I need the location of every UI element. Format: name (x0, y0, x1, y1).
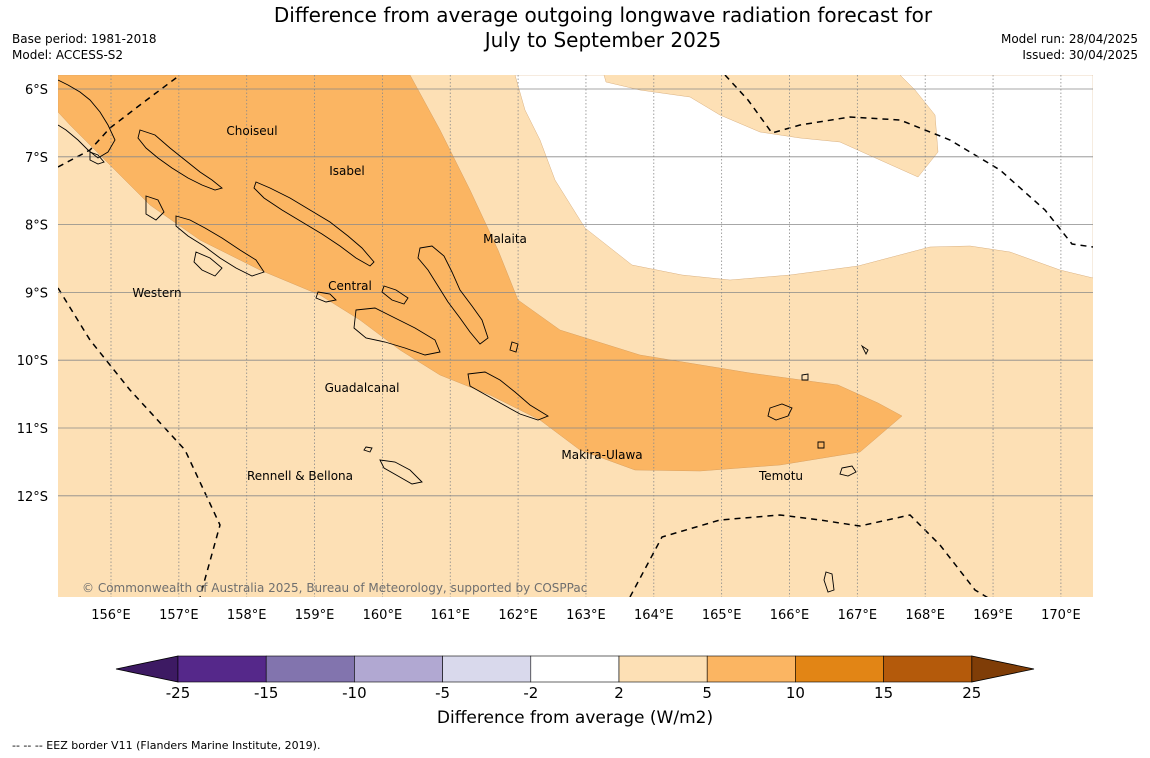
colorbar-swatch (354, 655, 443, 683)
island-utupua (817, 441, 825, 449)
island-makira (467, 371, 550, 421)
colorbar-tick-label: -15 (254, 684, 279, 702)
lat-tick-label: 8°S (25, 219, 48, 234)
lon-tick-label: 156°E (91, 608, 131, 623)
island-choiseul (137, 129, 223, 191)
eez-border-w (58, 287, 221, 597)
lon-tick-label: 165°E (702, 608, 742, 623)
base-period: Base period: 1981-2018 (12, 32, 157, 46)
province-label-rennell-bellona: Rennell & Bellona (247, 469, 353, 483)
province-labels: Choiseul Isabel Malaita Western Central … (132, 124, 803, 483)
lon-tick-label: 163°E (566, 608, 606, 623)
chart-title: Difference from average outgoing longwav… (200, 3, 1006, 53)
map-area: © Commonwealth of Australia 2025, Bureau… (58, 75, 1093, 597)
model-name: Model: ACCESS-S2 (12, 48, 124, 62)
island-sikaiana (860, 344, 869, 356)
colorbar-swatch (618, 655, 708, 683)
province-label-isabel: Isabel (329, 164, 364, 178)
island-ulawa (509, 341, 519, 353)
colorbar-tick-label: -2 (523, 684, 538, 702)
colorbar-swatch (883, 655, 973, 683)
colorbar-swatch (530, 655, 620, 683)
lon-tick-label: 169°E (973, 608, 1013, 623)
lon-tick-label: 164°E (634, 608, 674, 623)
lat-tick-label: 9°S (25, 286, 48, 301)
province-label-guadalcanal: Guadalcanal (325, 381, 400, 395)
colorbar-swatch (177, 655, 267, 683)
issued-date: Issued: 30/04/2025 (1022, 48, 1138, 62)
colorbar-tick-label: -10 (342, 684, 367, 702)
colorbar-swatch (265, 655, 355, 683)
model-run: Model run: 28/04/2025 (1000, 32, 1138, 46)
province-label-makira-ulawa: Makira-Ulawa (561, 448, 642, 462)
island-vanikoro (839, 465, 857, 477)
islands (58, 79, 869, 593)
lon-tick-label: 161°E (430, 608, 470, 623)
lon-tick-label: 167°E (838, 608, 878, 623)
colorbar-tick-label: -25 (166, 684, 191, 702)
eez-footnote: -- -- -- EEZ border V11 (Flanders Marine… (12, 739, 321, 752)
province-label-temotu: Temotu (758, 469, 803, 483)
eez-border-nw (58, 75, 181, 168)
lat-tick-label: 12°S (17, 490, 48, 505)
lon-tick-label: 170°E (1041, 608, 1081, 623)
island-malaita (417, 245, 489, 345)
province-label-western: Western (132, 286, 181, 300)
colorbar: -25 -15 -10 -5 -2 2 5 10 15 25 (115, 655, 1035, 702)
colorbar-swatch (442, 655, 532, 683)
lat-tick-label: 6°S (25, 83, 48, 98)
island-bellona (363, 446, 373, 453)
lon-tick-label: 162°E (498, 608, 538, 623)
lon-tick-label: 157°E (159, 608, 199, 623)
island-tikopia (823, 571, 835, 593)
colorbar-extend-high (971, 655, 1035, 683)
lat-tick-label: 11°S (17, 422, 48, 437)
latitude-labels: 6°S 7°S 8°S 9°S 10°S 11°S 12°S (17, 83, 48, 505)
colorbar-title: Difference from average (W/m2) (436, 708, 714, 728)
colorbar-tick-label: 5 (702, 684, 712, 702)
island-rendova (193, 251, 223, 277)
colorbar-swatch (706, 655, 796, 683)
island-vellalavella (145, 195, 165, 221)
title-line-1: Difference from average outgoing longwav… (273, 3, 933, 27)
colorbar-tick-label: 25 (962, 684, 981, 702)
island-newgeorgia (175, 215, 265, 277)
colorbar-tick-label: 15 (874, 684, 893, 702)
meta-right: Model run: 28/04/2025 Issued: 30/04/2025 (1001, 31, 1138, 63)
colorbar-tick-label: 2 (614, 684, 624, 702)
island-ndende (767, 403, 793, 421)
title-line-2: July to September 2025 (484, 28, 722, 52)
graticule (58, 75, 1093, 597)
colorbar-extend-low (115, 655, 179, 683)
province-label-malaita: Malaita (483, 232, 527, 246)
eez-borders (58, 75, 1093, 597)
lon-tick-label: 160°E (363, 608, 403, 623)
island-russell (315, 291, 337, 303)
island-buka (89, 151, 105, 165)
meta-left: Base period: 1981-2018 Model: ACCESS-S2 (12, 31, 157, 63)
lon-tick-label: 158°E (227, 608, 267, 623)
colorbar-tick-label: 10 (786, 684, 805, 702)
lon-tick-label: 168°E (905, 608, 945, 623)
lon-tick-label: 159°E (295, 608, 335, 623)
colorbar-tick-label: -5 (435, 684, 450, 702)
lat-tick-label: 10°S (17, 354, 48, 369)
island-isabel (253, 181, 375, 267)
colorbar-swatch (795, 655, 884, 683)
island-rennell (379, 459, 423, 485)
neutral-region (514, 75, 1093, 281)
island-reef (801, 373, 809, 381)
longitude-labels: 156°E 157°E 158°E 159°E 160°E 161°E 162°E 163°E… (91, 608, 1080, 623)
lon-tick-label: 166°E (770, 608, 810, 623)
island-ngella (381, 285, 409, 305)
province-label-choiseul: Choiseul (226, 124, 277, 138)
anomaly-region-5-10 (58, 75, 903, 472)
copyright-text: © Commonwealth of Australia 2025, Bureau… (82, 581, 587, 595)
island-guadalcanal (353, 307, 441, 356)
island-bougainville (58, 79, 116, 159)
province-label-central: Central (328, 279, 372, 293)
lat-tick-label: 7°S (25, 151, 48, 166)
